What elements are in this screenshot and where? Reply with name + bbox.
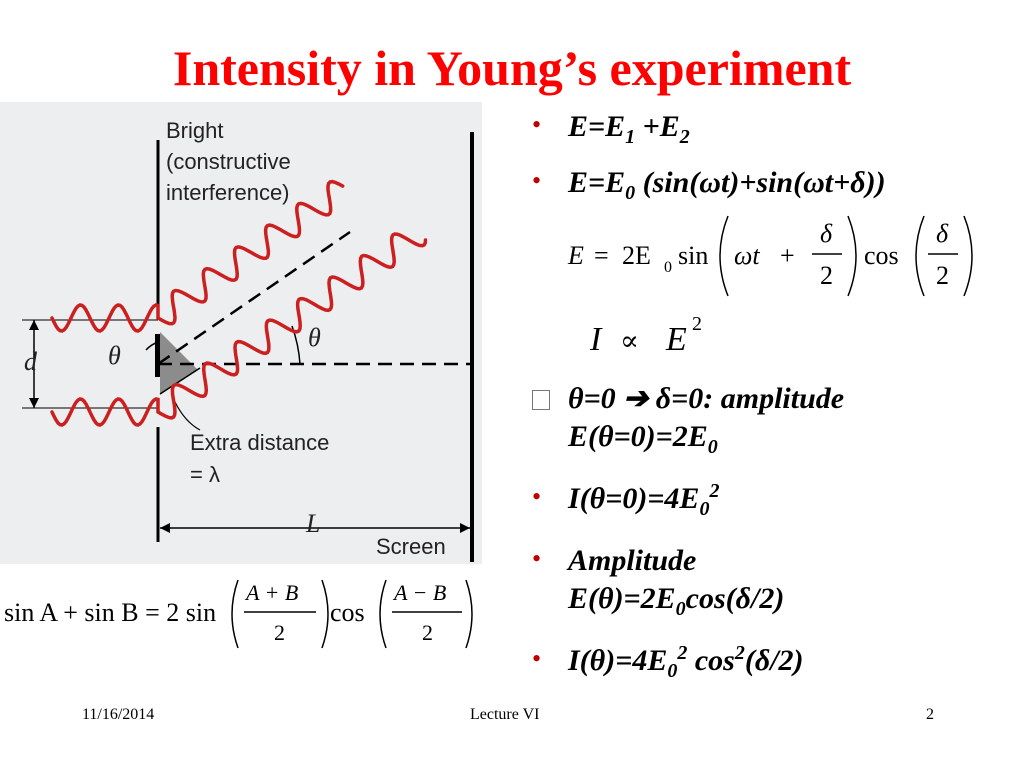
d-arrow-down xyxy=(29,398,39,408)
label-bright-3: interference) xyxy=(166,180,290,205)
trig-lhs: sin A + sin B = 2 sin xyxy=(4,598,216,627)
eq1-E: E xyxy=(567,241,584,270)
theta-arc-left xyxy=(145,341,159,351)
extra-distance-leader xyxy=(174,401,201,431)
wave-top xyxy=(50,179,345,333)
trig-frac2-num: A − B xyxy=(392,580,446,605)
eq1-2E: 2E xyxy=(622,241,651,270)
bullet-dot-icon: • xyxy=(532,644,542,673)
slide-title: Intensity in Young’s experiment xyxy=(172,40,852,96)
perpendicular-line xyxy=(159,367,201,395)
label-theta-left: θ xyxy=(108,341,121,370)
eq1-paren-open-2 xyxy=(915,215,925,297)
equation-amplitude: E = 2E 0 sin ωt + δ 2 cos δ 2 xyxy=(567,215,973,297)
L-arrow-right xyxy=(460,523,470,533)
eq1-plus: + xyxy=(780,241,795,270)
paren-open-1 xyxy=(231,579,239,649)
equation-intensity-proportional: I ∝ E 2 xyxy=(589,313,702,358)
eq1-num1: δ xyxy=(820,219,833,248)
bullet-dot-icon: • xyxy=(532,110,542,139)
bullet-dot-icon: • xyxy=(532,544,542,573)
paren-close-2 xyxy=(465,579,473,649)
eq2-E: E xyxy=(665,321,687,358)
eq2-proportional: ∝ xyxy=(620,324,639,357)
trig-frac2-den: 2 xyxy=(422,620,433,645)
paren-open-2 xyxy=(379,579,387,649)
eq1-cos: cos xyxy=(864,241,899,270)
ray-dashed xyxy=(157,230,351,366)
eq1-den1: 2 xyxy=(820,261,833,290)
label-L: L xyxy=(305,509,320,538)
footer-date: 11/16/2014 xyxy=(82,706,155,723)
eq1-sin: sin xyxy=(678,241,708,270)
eq2-I: I xyxy=(589,321,603,358)
trig-cos: cos xyxy=(330,598,365,627)
figure-background xyxy=(0,102,482,564)
label-theta-right: θ xyxy=(308,323,321,352)
eq1-den2: 2 xyxy=(936,261,949,290)
label-bright-2: (constructive xyxy=(166,149,291,174)
footer-page-number: 2 xyxy=(926,706,934,723)
trig-frac1-num: A + B xyxy=(244,580,298,605)
bullet-square-icon xyxy=(532,390,550,410)
eq1-num2: δ xyxy=(936,219,949,248)
label-bright-1: Bright xyxy=(166,118,223,143)
bullet-dot-icon: • xyxy=(532,166,542,195)
theta-arc-right xyxy=(291,325,301,365)
eq1-paren-open-1 xyxy=(719,215,729,297)
eq1-sub0: 0 xyxy=(664,259,672,276)
label-screen: Screen xyxy=(376,534,446,559)
wave-bottom xyxy=(50,232,428,427)
young-experiment-figure: Bright (constructive interference) θ θ d… xyxy=(0,102,482,564)
extra-distance-triangle xyxy=(160,332,198,394)
paren-close-1 xyxy=(321,579,329,649)
eq1-wt: ωt xyxy=(734,241,760,270)
bullet-dot-icon: • xyxy=(532,482,542,511)
footer-center: Lecture VI xyxy=(470,706,540,723)
trig-frac1-den: 2 xyxy=(274,620,285,645)
eq1-paren-close-1 xyxy=(847,215,857,297)
label-d: d xyxy=(24,347,38,376)
eq1-paren-close-2 xyxy=(963,215,973,297)
eq2-squared: 2 xyxy=(692,313,702,335)
label-extra-2: = λ xyxy=(190,462,220,487)
d-arrow-up xyxy=(29,320,39,330)
eq1-equals: = xyxy=(594,241,609,270)
L-arrow-left xyxy=(160,523,170,533)
label-extra-1: Extra distance xyxy=(190,430,329,455)
trig-identity: sin A + sin B = 2 sin A + B 2 cos A − B … xyxy=(4,579,473,649)
